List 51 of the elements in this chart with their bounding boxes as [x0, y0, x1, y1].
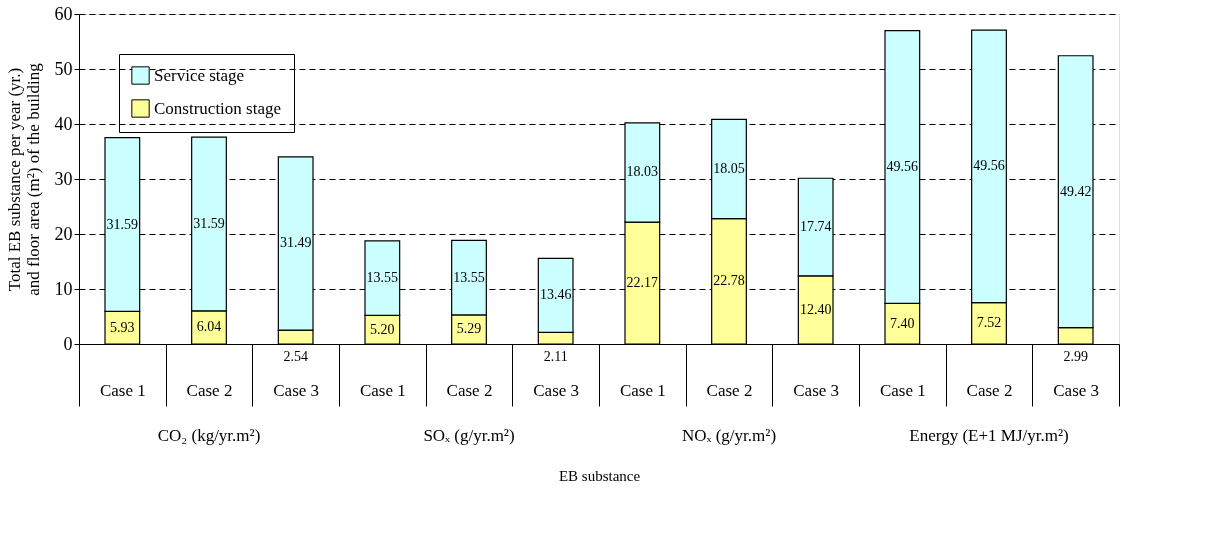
data-label: 22.17	[626, 275, 659, 291]
data-label: 5.20	[370, 321, 395, 337]
data-label: 31.59	[106, 216, 139, 232]
data-label: 12.40	[799, 301, 832, 317]
y-axis-title: Total EB substance per year (yr.) and floor area (m²) of the building	[4, 62, 43, 296]
y-tick-label: 20	[54, 223, 73, 244]
x-tick-label: Case 1	[99, 380, 146, 400]
y-tick-label: 60	[54, 3, 73, 24]
x-tick-label: Case 2	[966, 380, 1013, 400]
text: SOₓ (g/yr.m²)	[423, 426, 515, 445]
data-label: 6.04	[196, 319, 222, 335]
y-tick-label: 30	[54, 168, 73, 189]
data-label: 49.42	[1059, 183, 1092, 199]
y-tick-label: 10	[54, 278, 73, 299]
data-label: 7.40	[890, 315, 915, 331]
data-label: 13.55	[453, 269, 485, 285]
x-tick-label: Case 1	[359, 380, 406, 400]
data-label: 2.54	[283, 349, 308, 364]
legend-label: Service stage	[154, 65, 245, 85]
legend-label: Construction stage	[154, 98, 282, 118]
x-tick-label: Case 3	[793, 380, 840, 400]
x-tick-label: Case 3	[533, 380, 580, 400]
x-tick-label: Case 2	[446, 380, 493, 400]
data-label: 31.59	[193, 215, 225, 231]
text: Energy (E+1 MJ/yr.m²)	[909, 426, 1069, 445]
data-label: 49.56	[973, 158, 1005, 174]
data-label: 13.55	[366, 270, 399, 286]
x-tick-label: Case 3	[273, 380, 320, 400]
data-label: 22.78	[713, 273, 745, 289]
data-label: 7.52	[976, 315, 1002, 331]
data-label: 5.29	[456, 321, 482, 337]
data-label: 5.93	[110, 319, 135, 335]
data-label: 18.03	[626, 164, 659, 180]
data-label: 18.05	[713, 161, 745, 177]
data-label: 31.49	[279, 235, 312, 251]
x-tick-label: Case 1	[879, 380, 926, 400]
text: CO₂ (kg/yr.m²)	[157, 426, 261, 445]
y-tick-label: 50	[54, 58, 73, 79]
y-tick-label: 40	[54, 113, 73, 134]
x-tick-label: Case 1	[619, 380, 666, 400]
x-tick-label: Case 2	[706, 380, 753, 400]
x-axis-title: EB substance	[558, 468, 641, 484]
data-label: 49.56	[886, 159, 919, 175]
text: NOₓ (g/yr.m²)	[681, 426, 777, 445]
data-label: 2.99	[1063, 349, 1088, 364]
y-tick-label: 0	[63, 333, 73, 354]
data-label: 13.46	[539, 287, 572, 303]
data-label: 2.11	[543, 349, 568, 364]
x-tick-label: Case 2	[186, 380, 233, 400]
x-tick-label: Case 3	[1053, 380, 1100, 400]
data-label: 17.74	[799, 219, 832, 235]
